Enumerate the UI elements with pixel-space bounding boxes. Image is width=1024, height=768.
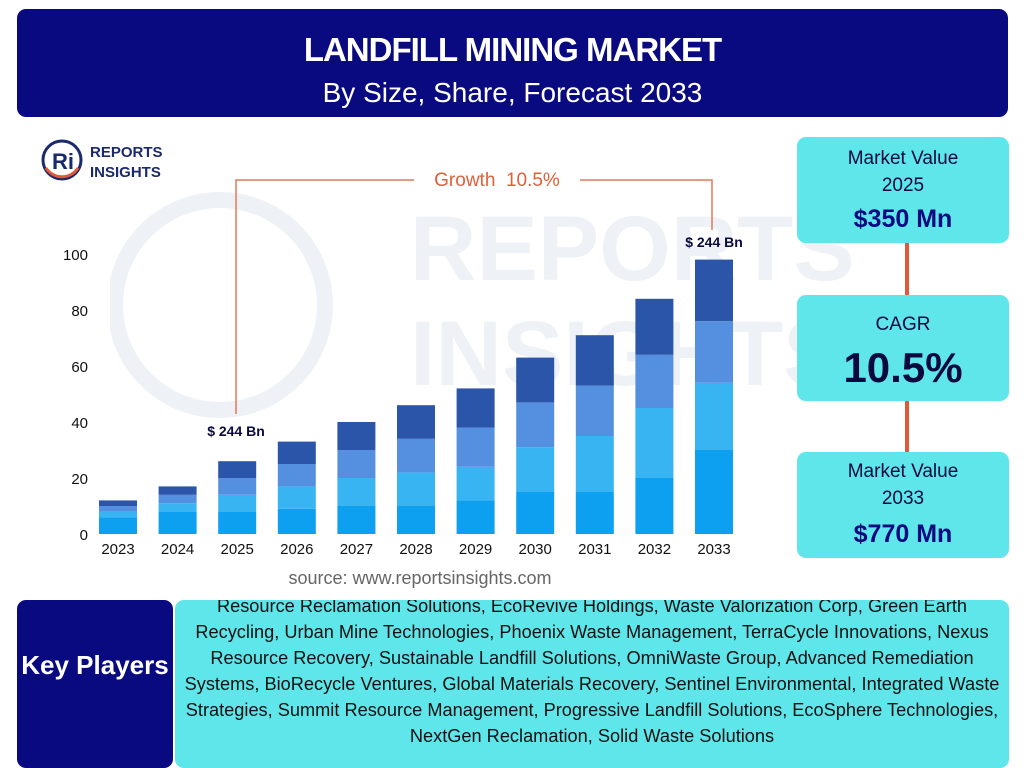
bar-segment: [277, 441, 316, 464]
bar-segment: [575, 436, 614, 492]
x-tick-label: 2023: [101, 541, 134, 558]
bar-segment: [695, 450, 733, 534]
bar-segment: [575, 492, 614, 534]
y-tick-label: 20: [71, 471, 88, 488]
bar-segment: [635, 478, 674, 534]
bars: [99, 259, 733, 534]
logo-letters: Ri: [52, 149, 74, 174]
bar-segment: [158, 486, 197, 495]
source-text: source: www.reportsinsights.com: [288, 568, 552, 588]
bar-segment: [218, 461, 257, 478]
bar-segment: [218, 478, 257, 495]
bar-segment: [516, 402, 555, 448]
connector-line-bottom: [905, 401, 909, 452]
bar-segment: [695, 259, 733, 322]
bar-segment: [99, 511, 137, 518]
bar-segment: [635, 354, 674, 408]
cagr-box: CAGR 10.5%: [797, 295, 1009, 401]
market-value-2033-label: Market Value 2033: [847, 461, 959, 509]
x-axis: 2023 2024 2025 2026 2027 2028 2029 2030 2031 2032…: [101, 541, 730, 558]
bar-segment: [635, 408, 674, 478]
bar-segment: [516, 447, 555, 492]
y-tick-label: 100: [63, 247, 88, 264]
y-tick-label: 80: [71, 303, 88, 320]
bar-segment: [337, 478, 376, 506]
x-tick-label: 2026: [280, 541, 313, 558]
market-value-2033-value: $770 Mn: [853, 520, 953, 548]
y-tick-label: 40: [71, 415, 88, 432]
growth-label: Growth 10.5%: [434, 170, 560, 191]
bar-segment: [337, 506, 376, 534]
bar-segment: [516, 492, 555, 534]
key-players-label: Key Players: [21, 650, 169, 680]
bar-segment: [575, 385, 614, 436]
bar-segment: [397, 438, 435, 473]
bar-segment: [99, 517, 137, 534]
bar-segment: [277, 508, 316, 534]
bar-segment: [99, 500, 137, 506]
x-tick-label: 2032: [638, 541, 671, 558]
x-tick-label: 2029: [459, 541, 492, 558]
y-axis: 0 20 40 60 80 100: [63, 247, 88, 544]
watermark-line1: REPORTS: [410, 198, 855, 300]
reports-insights-logo: Ri: [41, 139, 83, 181]
key-players-label-box: Key Players: [17, 600, 173, 768]
bar-segment: [456, 466, 495, 501]
market-value-2025-box: Market Value 2025 $350 Mn: [797, 137, 1009, 243]
bar-segment: [158, 494, 197, 504]
bar-segment: [397, 472, 435, 506]
watermark-circle: [110, 192, 333, 418]
bar-segment: [695, 382, 733, 450]
key-players-list-box: Resource Reclamation Solutions, EcoReviv…: [175, 600, 1009, 768]
x-tick-label: 2033: [697, 541, 730, 558]
bar-segment: [158, 511, 197, 534]
bar-segment: [397, 506, 435, 534]
bar-segment: [158, 503, 197, 512]
market-value-2033-box: Market Value 2033 $770 Mn: [797, 452, 1009, 558]
bar-segment: [456, 427, 495, 467]
connector-line-top: [905, 243, 909, 295]
bar-segment: [218, 511, 257, 534]
logo-line1: REPORTS: [90, 144, 163, 161]
page-title: LANDFILL MINING MARKET: [303, 31, 722, 68]
key-players-text: Resource Reclamation Solutions, EcoReviv…: [184, 600, 1000, 746]
bar-segment: [635, 298, 674, 355]
x-tick-label: 2025: [221, 541, 254, 558]
bar-segment: [397, 405, 435, 439]
bar-segment: [695, 321, 733, 383]
cagr-value: 10.5%: [843, 344, 963, 391]
x-tick-label: 2031: [578, 541, 611, 558]
bar-segment: [575, 335, 614, 386]
watermark: REPORTS INSIGHTS: [110, 192, 855, 418]
bar-segment: [337, 422, 376, 450]
market-value-2025-value: $350 Mn: [853, 205, 953, 233]
logo-text: REPORTS INSIGHTS: [90, 143, 163, 183]
bar-segment: [277, 464, 316, 487]
bar-segment: [99, 506, 137, 512]
bar-segment: [277, 486, 316, 509]
bar-segment: [218, 494, 257, 512]
watermark-line2: INSIGHTS: [410, 303, 844, 405]
market-value-2025-label: Market Value 2025: [847, 148, 959, 196]
bar-segment: [337, 450, 376, 478]
growth-bracket: Growth 10.5%: [235, 170, 713, 414]
x-tick-label: 2028: [399, 541, 432, 558]
bar-segment: [456, 500, 495, 534]
y-tick-label: 60: [71, 359, 88, 376]
logo-line2: INSIGHTS: [90, 164, 161, 181]
x-tick-label: 2030: [519, 541, 552, 558]
bar-segment: [516, 357, 555, 403]
x-tick-label: 2024: [161, 541, 194, 558]
annotation-end: $ 244 Bn: [685, 234, 743, 250]
annotation-start: $ 244 Bn: [207, 423, 265, 439]
header-banner: LANDFILL MINING MARKET By Size, Share, F…: [17, 9, 1008, 117]
y-tick-label: 0: [80, 527, 88, 544]
x-tick-label: 2027: [340, 541, 373, 558]
cagr-label: CAGR: [875, 314, 931, 335]
bar-segment: [456, 388, 495, 428]
page-subtitle: By Size, Share, Forecast 2033: [322, 77, 703, 108]
